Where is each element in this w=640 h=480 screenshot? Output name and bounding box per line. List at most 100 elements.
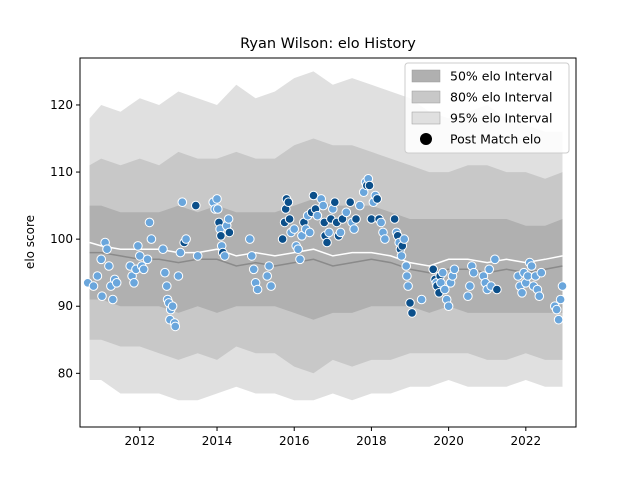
post-match-elo-point bbox=[102, 244, 112, 254]
post-match-elo-point bbox=[138, 264, 149, 275]
post-match-elo-point bbox=[266, 281, 276, 291]
legend-label: Post Match elo bbox=[450, 132, 541, 147]
x-tick-label: 2016 bbox=[279, 434, 310, 448]
post-match-elo-point bbox=[146, 234, 157, 244]
post-match-elo-point bbox=[97, 291, 107, 302]
post-match-elo-point bbox=[129, 278, 139, 288]
y-tick-label: 110 bbox=[50, 165, 73, 179]
post-match-elo-point bbox=[135, 251, 145, 261]
plot-area bbox=[82, 71, 568, 401]
legend-swatch bbox=[411, 90, 441, 104]
post-match-elo-point bbox=[308, 190, 319, 201]
post-match-elo-point bbox=[536, 267, 547, 278]
post-match-elo-point bbox=[284, 214, 295, 224]
post-match-elo-point bbox=[341, 207, 352, 218]
legend-label: 95% elo Interval bbox=[450, 111, 552, 126]
post-match-elo-point bbox=[468, 267, 479, 278]
post-match-elo-point bbox=[133, 241, 143, 251]
x-tick-label: 2020 bbox=[433, 434, 464, 448]
y-tick-label: 100 bbox=[50, 232, 73, 246]
post-match-elo-point bbox=[219, 251, 230, 261]
post-match-elo-point bbox=[380, 234, 390, 244]
y-tick-label: 120 bbox=[50, 98, 73, 112]
post-match-elo-point bbox=[96, 254, 106, 265]
post-match-elo-point bbox=[449, 264, 460, 275]
post-match-elo-point bbox=[181, 234, 191, 244]
x-tick-label: 2012 bbox=[125, 434, 156, 448]
post-match-elo-point bbox=[312, 210, 323, 221]
post-match-elo-point bbox=[376, 217, 386, 228]
post-match-elo-point bbox=[372, 194, 383, 204]
post-match-elo-point bbox=[416, 294, 427, 305]
post-match-elo-point bbox=[304, 227, 315, 238]
post-match-elo-point bbox=[177, 197, 188, 207]
post-match-elo-point bbox=[167, 301, 178, 312]
post-match-elo-point bbox=[252, 284, 263, 295]
post-match-elo-point bbox=[557, 281, 568, 291]
post-match-elo-point bbox=[438, 267, 448, 278]
post-match-elo-point bbox=[192, 251, 203, 261]
post-match-elo-point bbox=[364, 180, 375, 191]
post-match-elo-point bbox=[402, 271, 412, 281]
post-match-elo-point bbox=[293, 244, 303, 254]
post-match-elo-point bbox=[351, 214, 361, 224]
post-match-elo-point bbox=[162, 281, 172, 291]
y-tick-label: 80 bbox=[58, 366, 73, 380]
post-match-elo-point bbox=[349, 224, 359, 234]
legend: 50% elo Interval 80% elo Interval 95% elo … bbox=[404, 62, 570, 154]
x-tick-label: 2022 bbox=[511, 434, 542, 448]
post-match-elo-point bbox=[407, 308, 417, 318]
post-match-elo-point bbox=[517, 288, 527, 298]
post-match-elo-point bbox=[355, 200, 365, 211]
post-match-elo-point bbox=[142, 254, 153, 265]
post-match-elo-point bbox=[322, 237, 332, 248]
post-match-elo-point bbox=[335, 227, 346, 238]
post-match-elo-point bbox=[224, 227, 235, 238]
post-match-elo-point bbox=[534, 291, 545, 302]
axes-frame bbox=[79, 57, 577, 428]
post-match-elo-point bbox=[318, 200, 329, 211]
post-match-elo-point bbox=[295, 254, 305, 265]
post-match-elo-point bbox=[170, 321, 181, 332]
legend-label: 80% elo Interval bbox=[450, 90, 552, 105]
legend-label: 50% elo Interval bbox=[450, 69, 552, 84]
y-axis-label: elo score bbox=[23, 215, 37, 269]
post-match-elo-point bbox=[403, 281, 413, 291]
x-tick-label: 2014 bbox=[202, 434, 233, 448]
post-match-elo-point bbox=[283, 197, 294, 207]
post-match-elo-point bbox=[223, 214, 234, 224]
post-match-elo-point bbox=[443, 301, 454, 312]
post-match-elo-point bbox=[490, 254, 500, 265]
post-match-elo-point bbox=[213, 204, 223, 214]
post-match-elo-point bbox=[465, 281, 475, 291]
post-match-elo-point bbox=[484, 264, 495, 275]
y-axis: 80 90 100 110 120 bbox=[50, 98, 80, 380]
x-tick-label: 2018 bbox=[356, 434, 387, 448]
post-match-elo-point bbox=[104, 261, 114, 271]
post-match-elo-point bbox=[277, 234, 288, 244]
post-match-elo-point bbox=[212, 194, 222, 204]
legend-marker bbox=[420, 133, 432, 145]
post-match-elo-point bbox=[247, 251, 257, 261]
post-match-elo-point bbox=[245, 234, 255, 244]
post-match-elo-point bbox=[428, 264, 439, 275]
post-match-elo-point bbox=[396, 251, 407, 261]
post-match-elo-point bbox=[440, 284, 450, 295]
post-match-elo-point bbox=[330, 197, 340, 207]
chart-title: Ryan Wilson: elo History bbox=[240, 36, 416, 52]
post-match-elo-point bbox=[262, 271, 273, 281]
post-match-elo-point bbox=[264, 261, 274, 271]
post-match-elo-point bbox=[463, 291, 473, 302]
post-match-elo-point bbox=[175, 247, 186, 258]
post-match-elo-point bbox=[405, 298, 415, 308]
post-match-elo-point bbox=[401, 261, 412, 271]
post-match-elo-point bbox=[389, 214, 400, 224]
post-match-elo-point bbox=[492, 284, 502, 295]
post-match-elo-point bbox=[191, 200, 201, 211]
post-match-elo-point bbox=[92, 271, 103, 281]
x-axis: 2012 2014 2016 2018 2020 2022 bbox=[125, 427, 542, 448]
legend-swatch bbox=[411, 69, 441, 83]
post-match-elo-point bbox=[289, 224, 300, 234]
post-match-elo-point bbox=[144, 217, 155, 228]
legend-box bbox=[404, 62, 570, 154]
